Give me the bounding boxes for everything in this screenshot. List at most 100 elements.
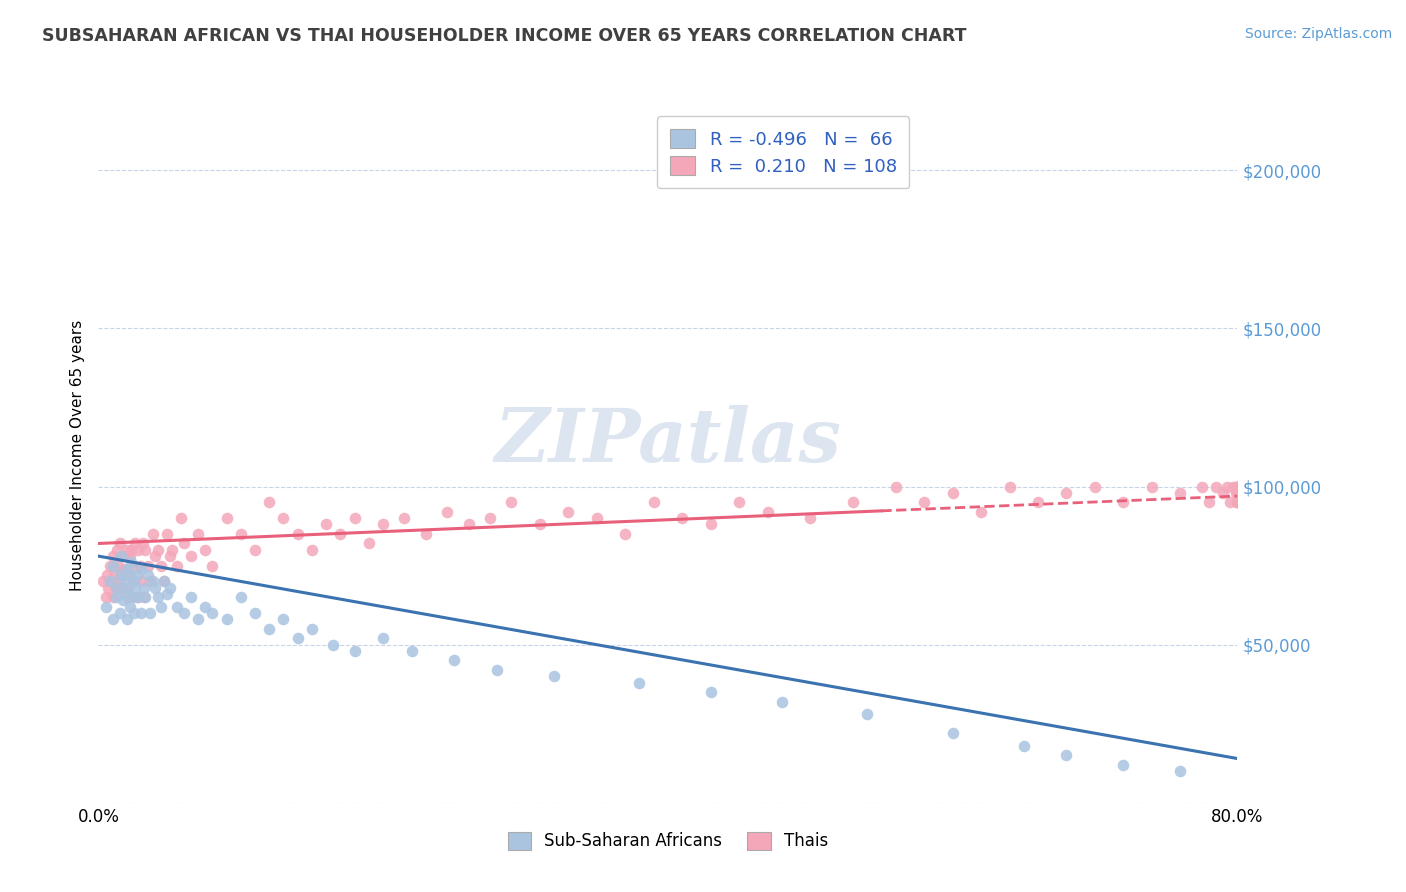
Point (357, 536, 380, 550)
Point (156, 527, 179, 541)
Point (121, 558, 143, 573)
Point (942, 726, 965, 740)
Point (166, 599, 188, 614)
Point (373, 517, 395, 532)
Point (998, 479, 1021, 493)
Point (150, 599, 173, 614)
Point (1205, 479, 1227, 493)
Point (134, 542, 156, 557)
Point (173, 606, 195, 620)
Point (104, 581, 127, 595)
Text: SUBSAHARAN AFRICAN VS THAI HOUSEHOLDER INCOME OVER 65 YEARS CORRELATION CHART: SUBSAHARAN AFRICAN VS THAI HOUSEHOLDER I… (42, 27, 967, 45)
Point (1226, 479, 1249, 493)
Point (125, 591, 148, 605)
Point (799, 511, 821, 525)
Point (699, 685, 721, 699)
Point (108, 536, 131, 550)
Point (287, 527, 309, 541)
Point (97, 581, 120, 595)
Point (136, 568, 159, 582)
Point (111, 593, 134, 607)
Point (180, 591, 202, 605)
Point (614, 527, 637, 541)
Point (121, 591, 143, 605)
Point (153, 574, 176, 589)
Point (115, 542, 138, 557)
Point (187, 527, 209, 541)
Point (117, 581, 139, 595)
Point (194, 542, 217, 557)
Point (108, 568, 131, 582)
Point (486, 663, 509, 677)
Point (394, 511, 416, 525)
Point (138, 574, 160, 589)
Point (343, 511, 366, 525)
Point (101, 558, 124, 573)
Point (287, 632, 309, 646)
Point (1222, 479, 1244, 493)
Point (122, 606, 145, 620)
Point (145, 549, 167, 563)
Point (107, 558, 129, 573)
Point (1226, 479, 1249, 493)
Point (127, 542, 149, 557)
Point (115, 562, 138, 576)
Point (138, 606, 160, 620)
Point (118, 549, 141, 563)
Point (112, 549, 135, 563)
Point (100, 574, 122, 589)
Point (110, 581, 132, 595)
Point (970, 505, 993, 519)
Point (343, 644, 366, 658)
Point (114, 568, 136, 582)
Point (1226, 495, 1249, 509)
Point (129, 562, 152, 576)
Point (529, 517, 551, 532)
Point (170, 511, 193, 525)
Point (134, 591, 156, 605)
Point (101, 612, 124, 626)
Point (1084, 479, 1107, 493)
Point (101, 591, 124, 605)
Point (1226, 495, 1249, 509)
Point (1140, 479, 1163, 493)
Point (114, 587, 136, 601)
Point (166, 558, 188, 573)
Point (942, 486, 965, 500)
Point (273, 612, 295, 626)
Point (129, 574, 152, 589)
Point (322, 638, 344, 652)
Point (118, 599, 141, 614)
Point (1216, 479, 1239, 493)
Point (111, 562, 134, 576)
Point (1170, 764, 1192, 779)
Point (243, 606, 266, 620)
Point (756, 505, 779, 519)
Point (443, 653, 465, 667)
Point (122, 574, 145, 589)
Point (91, 574, 114, 589)
Point (229, 527, 252, 541)
Point (770, 695, 793, 709)
Point (108, 574, 131, 589)
Point (131, 536, 153, 550)
Point (243, 542, 266, 557)
Point (173, 536, 195, 550)
Point (101, 549, 124, 563)
Point (373, 632, 395, 646)
Point (401, 644, 423, 658)
Point (118, 568, 141, 582)
Point (1226, 479, 1249, 493)
Point (1198, 495, 1220, 509)
Text: ZIPatlas: ZIPatlas (495, 405, 841, 477)
Point (150, 558, 173, 573)
Point (1226, 495, 1249, 509)
Point (129, 606, 152, 620)
Point (201, 558, 224, 573)
Point (112, 574, 135, 589)
Point (215, 612, 238, 626)
Point (557, 505, 579, 519)
Point (329, 527, 352, 541)
Point (117, 591, 139, 605)
Point (108, 606, 131, 620)
